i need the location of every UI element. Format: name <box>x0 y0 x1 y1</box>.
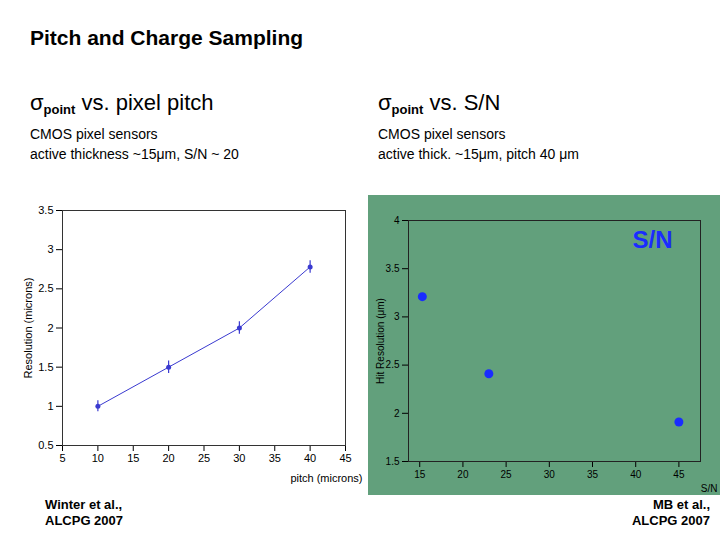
html-text:active thickness ~15μm, S/N ~: active thickness ~15μm, S/N ~ 20 <box>30 146 239 162</box>
svg-text:15: 15 <box>127 452 139 464</box>
svg-text:0.5: 0.5 <box>38 439 53 451</box>
svg-text:2.5: 2.5 <box>38 282 53 294</box>
svg-text:2: 2 <box>394 408 400 419</box>
html-text:CMOS pixel sensors: CMOS pixel sensors <box>378 126 506 142</box>
svg-text:35: 35 <box>587 469 599 480</box>
svg-text:15: 15 <box>414 469 426 480</box>
svg-text:40: 40 <box>304 452 316 464</box>
svg-text:1.5: 1.5 <box>386 456 400 467</box>
html-text:CMOS pixel sensors: CMOS pixel sensors <box>30 126 158 142</box>
svg-text:3.5: 3.5 <box>38 204 53 216</box>
svg-text:Resolution (microns): Resolution (microns) <box>22 278 34 379</box>
svg-text:3: 3 <box>394 311 400 322</box>
html-text:MB et al.,: MB et al., <box>652 497 710 512</box>
svg-text:10: 10 <box>92 452 104 464</box>
svg-text:pitch (microns): pitch (microns) <box>290 472 362 484</box>
svg-text:3.5: 3.5 <box>386 263 400 274</box>
svg-text:2: 2 <box>47 322 53 334</box>
svg-text:1.5: 1.5 <box>38 361 53 373</box>
svg-text:30: 30 <box>544 469 556 480</box>
svg-text:3: 3 <box>47 243 53 255</box>
svg-text:Hit Resolution (μm): Hit Resolution (μm) <box>375 298 386 384</box>
svg-text:20: 20 <box>163 452 175 464</box>
svg-text:25: 25 <box>501 469 513 480</box>
svg-text:40: 40 <box>630 469 642 480</box>
svg-text:25: 25 <box>198 452 210 464</box>
svg-text:35: 35 <box>269 452 281 464</box>
html-text:Winter et al.,: Winter et al., <box>45 497 123 512</box>
svg-text:1: 1 <box>47 400 53 412</box>
html-text:Pitch and Charge Sampling: Pitch and Charge Sampling <box>30 26 303 49</box>
svg-text:4: 4 <box>394 215 400 226</box>
svg-text:30: 30 <box>233 452 245 464</box>
svg-text:45: 45 <box>673 469 685 480</box>
html-text:σpointvs. pixel pitch: σpointvs. pixel pitch <box>30 90 214 117</box>
html-text:ALCPG 2007: ALCPG 2007 <box>45 513 123 528</box>
svg-text:20: 20 <box>457 469 469 480</box>
svg-text:45: 45 <box>339 452 351 464</box>
html-text:active thick. ~15μm, pitch 40: active thick. ~15μm, pitch 40 μm <box>378 146 579 162</box>
svg-text:S/N: S/N <box>632 226 672 253</box>
svg-text:S/N: S/N <box>701 483 718 494</box>
html-text:σpointvs. S/N: σpointvs. S/N <box>378 90 501 117</box>
svg-text:2.5: 2.5 <box>386 359 400 370</box>
svg-text:5: 5 <box>59 452 65 464</box>
html-text:ALCPG 2007: ALCPG 2007 <box>632 513 710 528</box>
